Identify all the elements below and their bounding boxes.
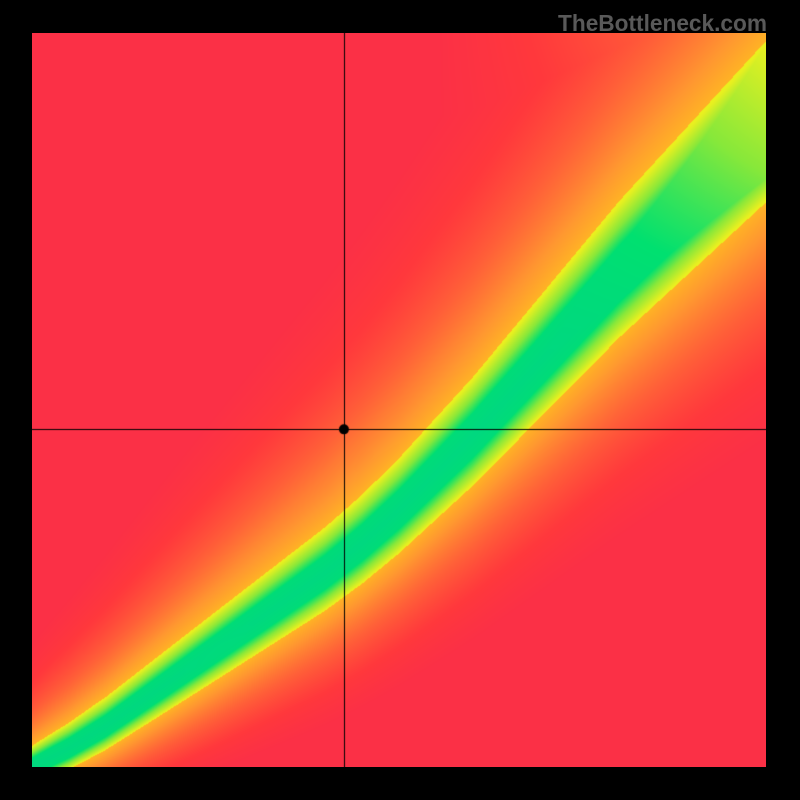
- watermark-text: TheBottleneck.com: [558, 10, 767, 37]
- heatmap-plot: [32, 33, 766, 767]
- heatmap-canvas: [32, 33, 766, 767]
